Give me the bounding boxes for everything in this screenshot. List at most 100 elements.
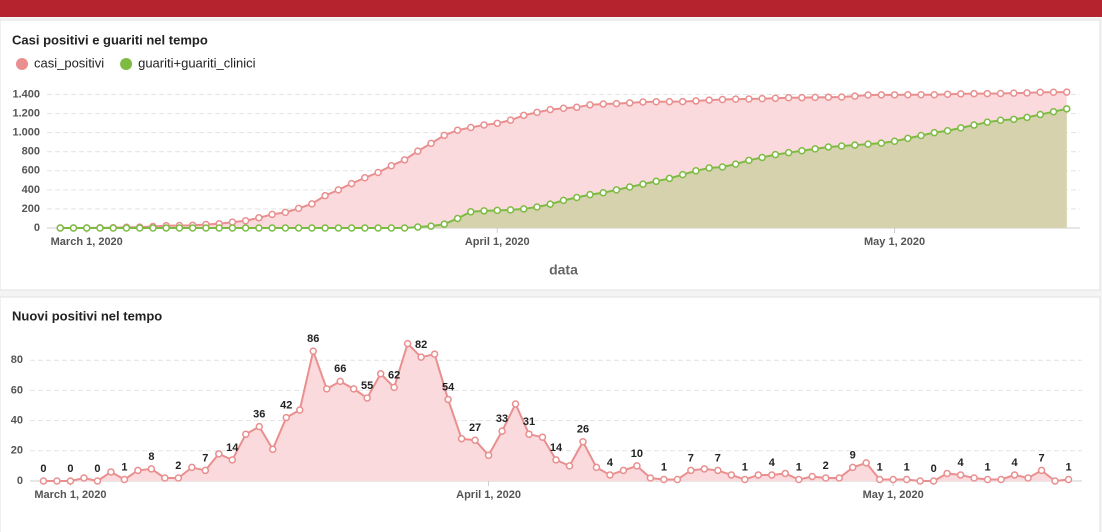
point [294,204,303,213]
point [890,137,899,145]
point [687,466,695,475]
point [821,474,830,482]
point [996,116,1005,125]
point [970,121,978,129]
point [1049,88,1058,96]
point [162,224,170,232]
point [69,224,78,232]
data-label: 31 [523,416,535,428]
data-label: 0 [931,463,937,475]
point [374,224,382,232]
point [824,143,833,151]
point [877,139,886,147]
point [294,224,303,232]
y-tick-label: 0 [34,222,40,234]
point [511,400,520,408]
point [241,224,250,232]
point [652,177,660,186]
point [781,469,790,478]
x-tick-label: March 1, 2020 [51,236,123,248]
point [493,119,502,128]
point [889,475,897,484]
point [228,218,237,226]
point [400,156,409,164]
point [453,214,462,223]
point [997,475,1005,484]
point [970,89,978,98]
area [60,108,1067,228]
point [837,142,846,150]
point [188,463,196,472]
data-label: 1 [985,461,991,473]
legend-swatch [16,58,28,70]
point [917,90,925,99]
point [811,145,819,153]
point [1049,107,1058,116]
card [0,296,1101,532]
point [228,224,237,232]
point [321,224,329,232]
point [718,163,727,171]
point [414,223,422,231]
data-label: 7 [202,452,208,464]
point [956,471,965,479]
data-label: 36 [253,409,265,421]
header-bar [0,0,1102,17]
x-tick-label: April 1, 2020 [456,489,521,501]
point [983,475,992,484]
point [175,224,184,232]
point [322,385,331,393]
point [639,180,647,188]
point [678,170,687,179]
point [281,208,290,217]
point [612,186,621,194]
point [877,91,886,99]
point [768,471,776,479]
y-tick-label: 80 [11,354,23,366]
point [612,99,621,108]
point [430,350,439,358]
point [565,462,574,470]
point [652,98,660,106]
point [1063,105,1071,113]
point [758,94,766,103]
point [533,203,541,211]
point [1051,477,1059,485]
point [559,104,568,113]
point [904,90,912,99]
point [427,222,435,230]
y-tick-label: 1.200 [12,108,40,120]
x-tick-label: March 1, 2020 [34,489,106,501]
point [745,95,753,103]
point [96,224,104,232]
point [149,224,157,232]
point [678,97,687,106]
point [440,131,449,140]
point [758,153,766,162]
point [904,134,912,143]
data-label: 54 [442,381,455,393]
point [727,471,736,479]
point [929,477,938,485]
point [467,123,475,132]
y-tick-label: 60 [11,384,23,396]
point [520,205,528,213]
point [202,224,210,232]
point [798,93,806,102]
point [228,456,237,464]
point [457,434,466,443]
point [771,94,780,103]
data-label: 10 [631,448,643,460]
data-label: 4 [1012,457,1019,469]
point [39,477,48,485]
point [875,475,884,484]
point [414,147,422,155]
point [427,139,435,148]
point [1010,115,1018,124]
point [625,183,634,191]
point [745,156,753,165]
data-label: 1 [1065,461,1071,473]
point [943,90,952,98]
chart-title: Casi positivi e guariti nel tempo [12,32,208,47]
